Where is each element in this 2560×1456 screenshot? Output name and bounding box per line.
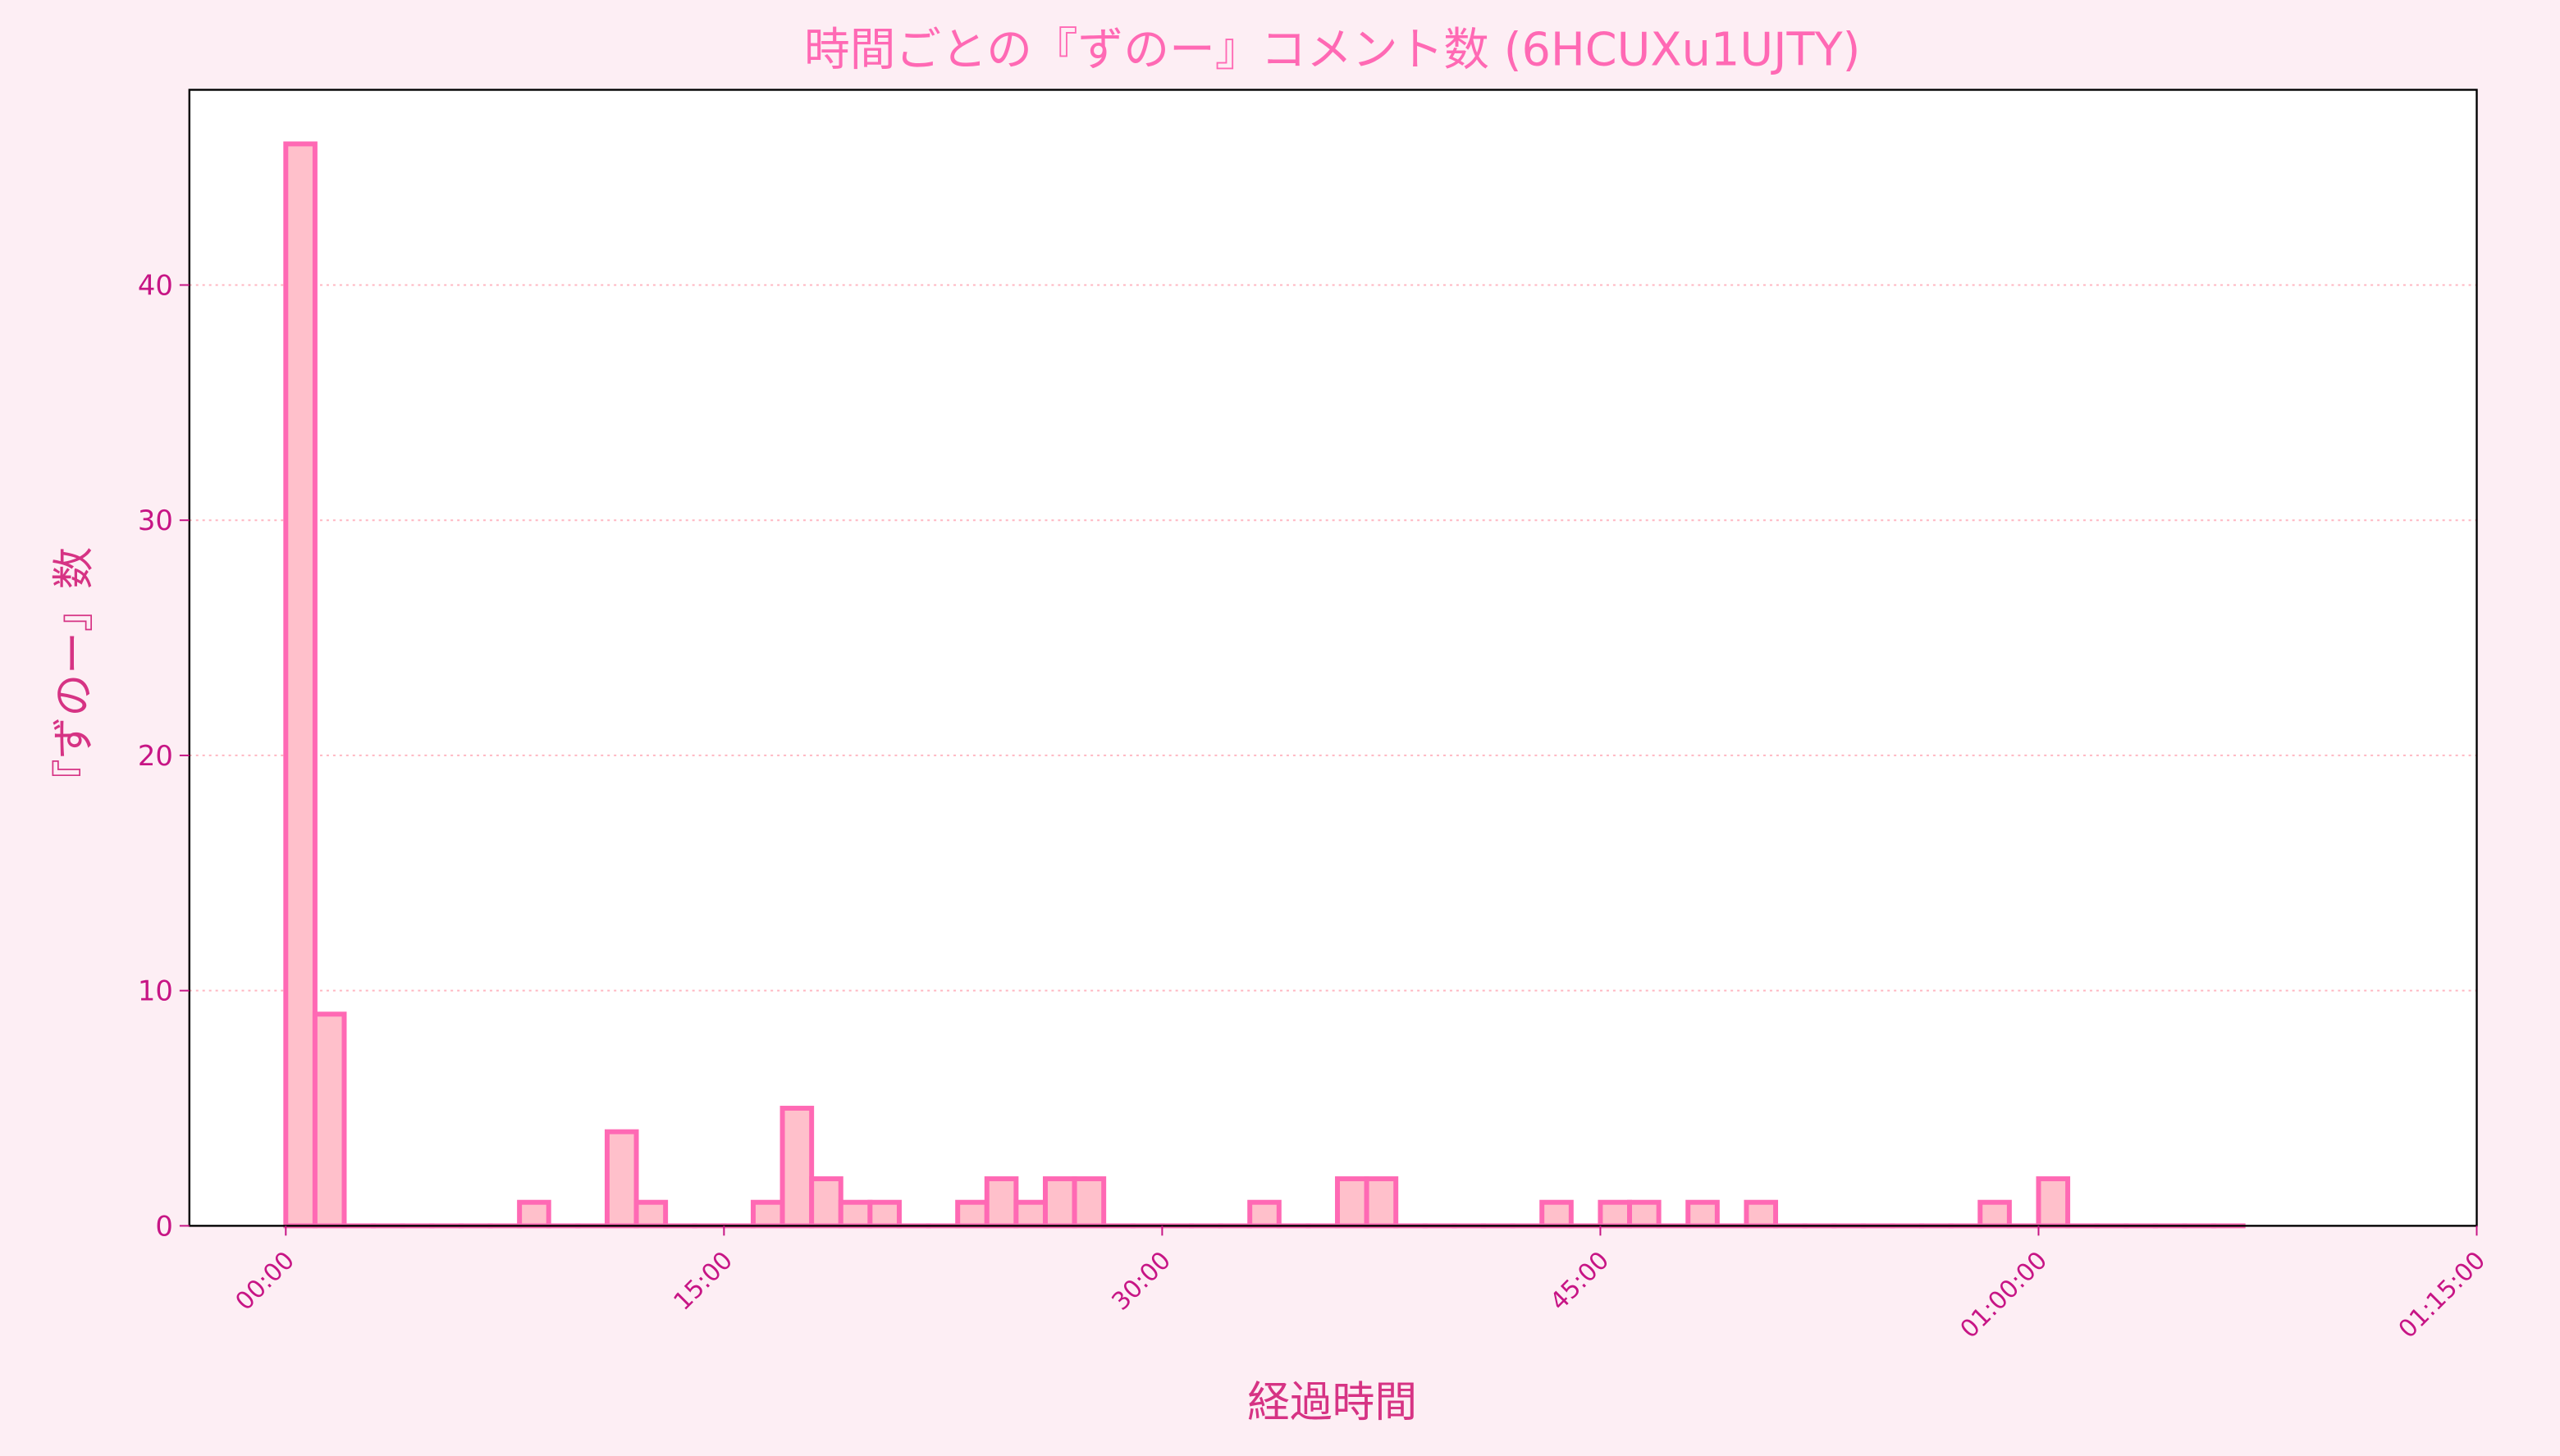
plot-frame [188, 89, 2478, 1227]
histogram-bar [2036, 1176, 2071, 1229]
y-tick-label: 40 [138, 269, 173, 301]
y-tick-label: 10 [138, 975, 173, 1007]
chart-title: 時間ごとの『ずのー』コメント数 (6HCUXu1UJTY) [804, 24, 1860, 77]
histogram-bar [1247, 1199, 1282, 1229]
histogram-bar [1042, 1176, 1077, 1229]
histogram-bar [1335, 1176, 1369, 1229]
x-axis-label: 経過時間 [1247, 1378, 1417, 1427]
histogram-bar [1598, 1199, 1633, 1229]
y-ticks: 0 10 20 30 40 [138, 269, 190, 1242]
histogram-bar [838, 1199, 873, 1229]
histogram-bar [809, 1176, 843, 1229]
histogram-bar [1072, 1176, 1107, 1229]
histogram-bar [633, 1199, 669, 1229]
y-axis-label: 『ずのー』数 [49, 547, 98, 801]
histogram-bar [517, 1199, 551, 1229]
histogram-bar [779, 1106, 815, 1229]
histogram-bar [1539, 1199, 1574, 1229]
histogram-bar [984, 1176, 1019, 1229]
histogram-bar [1627, 1199, 1662, 1229]
histogram-bar [1013, 1199, 1048, 1229]
histogram-bar [1977, 1199, 2012, 1229]
plot-area [189, 89, 2477, 1226]
histogram-bar [1364, 1176, 1399, 1229]
histogram-bar [750, 1199, 785, 1229]
grid-lines [189, 284, 2477, 992]
histogram-bar [312, 1011, 347, 1229]
y-tick-label: 20 [138, 740, 173, 772]
histogram-bar [1744, 1199, 1779, 1229]
histogram-bar [955, 1199, 990, 1229]
histogram-bar [867, 1199, 902, 1229]
histogram-bar [604, 1129, 639, 1229]
y-tick-label: 0 [155, 1210, 173, 1242]
histogram-bar [283, 141, 318, 1229]
histogram-bar [1685, 1199, 1720, 1229]
y-tick-label: 30 [138, 504, 173, 536]
